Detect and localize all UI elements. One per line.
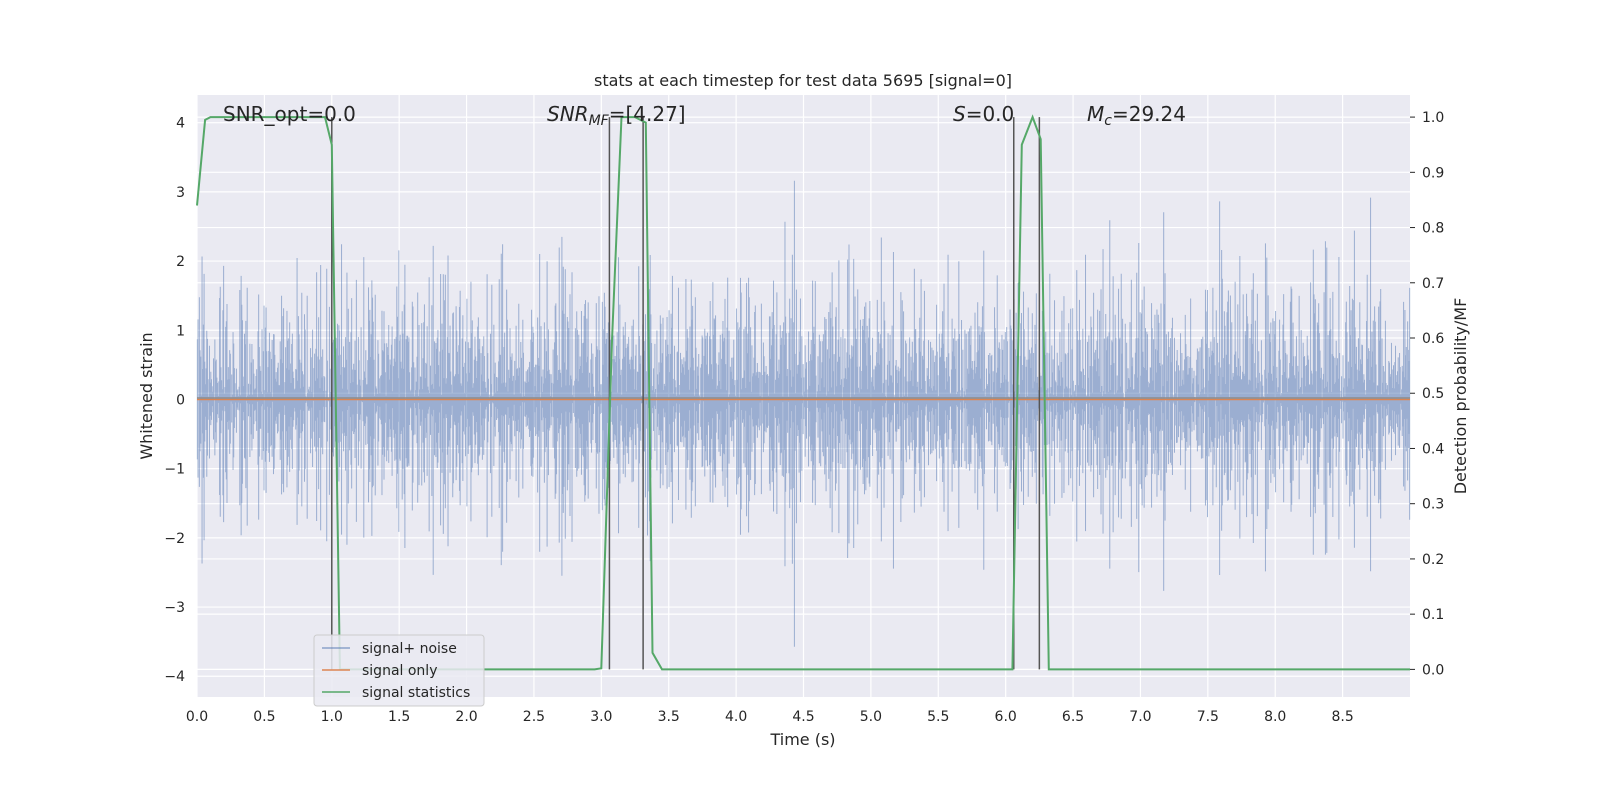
y-tick-label-right: 0.0 bbox=[1422, 662, 1444, 678]
y-ticks-left: 4 3 2 1 0 −1 −2 −3 −4 bbox=[164, 116, 185, 686]
y-tick-label-right: 0.9 bbox=[1422, 165, 1444, 181]
annotation-snr-mf: SNRMF=[4.27] bbox=[547, 102, 686, 129]
chart-title: stats at each timestep for test data 569… bbox=[594, 71, 1012, 90]
x-tick-label: 5.5 bbox=[927, 709, 949, 725]
y-tick-label-right: 0.7 bbox=[1422, 276, 1444, 292]
x-tick-label: 1.5 bbox=[388, 709, 410, 725]
legend-label-signal-only: signal only bbox=[362, 663, 437, 679]
x-tick-label: 4.5 bbox=[792, 709, 814, 725]
legend-label-signal-plus-noise: signal+ noise bbox=[362, 641, 457, 657]
x-tick-label: 5.0 bbox=[860, 709, 882, 725]
x-tick-label: 8.0 bbox=[1264, 709, 1286, 725]
y-ticks-right: 1.0 0.9 0.8 0.7 0.6 0.5 0.4 0.3 0.2 0.1 0.0 bbox=[1410, 110, 1444, 678]
y-tick-label-right: 0.2 bbox=[1422, 552, 1444, 568]
y-tick-label-left: 2 bbox=[176, 254, 185, 270]
x-tick-label: 6.0 bbox=[995, 709, 1017, 725]
annotation-snr-opt: SNR_opt=0.0 bbox=[223, 102, 356, 126]
y-tick-label-left: −4 bbox=[164, 669, 185, 685]
y-tick-label-left: 4 bbox=[176, 116, 185, 132]
annotation-s: S=0.0 bbox=[953, 102, 1014, 126]
x-tick-label: 2.5 bbox=[523, 709, 545, 725]
annotation-mc: Mc=29.24 bbox=[1087, 102, 1186, 129]
x-axis-label: Time (s) bbox=[769, 730, 835, 749]
y-tick-label-right: 0.8 bbox=[1422, 221, 1444, 237]
x-tick-label: 2.0 bbox=[455, 709, 477, 725]
signal-only-series bbox=[197, 397, 1410, 401]
y-tick-label-right: 0.4 bbox=[1422, 441, 1444, 457]
x-tick-label: 1.0 bbox=[321, 709, 343, 725]
x-tick-label: 3.0 bbox=[590, 709, 612, 725]
signal-statistics-series bbox=[196, 114, 1410, 671]
x-tick-label: 4.0 bbox=[725, 709, 747, 725]
y-tick-label-left: −2 bbox=[164, 531, 185, 547]
y-tick-label-right: 0.5 bbox=[1422, 386, 1444, 402]
y-tick-label-left: −3 bbox=[164, 600, 185, 616]
x-tick-label: 3.5 bbox=[658, 709, 680, 725]
y-tick-label-left: 1 bbox=[176, 323, 185, 339]
signal-statistics-line bbox=[196, 114, 1410, 671]
x-tick-label: 8.5 bbox=[1331, 709, 1353, 725]
y-tick-label-right: 0.3 bbox=[1422, 497, 1444, 513]
legend-box bbox=[313, 634, 485, 707]
legend-label-signal-statistics: signal statistics bbox=[362, 685, 470, 701]
y-tick-label-right: 0.1 bbox=[1422, 607, 1444, 623]
y-tick-label-left: 3 bbox=[176, 185, 185, 201]
legend: signal+ noise signal only signal statist… bbox=[313, 634, 485, 707]
y-tick-label-left: 0 bbox=[176, 392, 185, 408]
x-tick-label: 0.0 bbox=[186, 709, 208, 725]
x-tick-label: 7.5 bbox=[1197, 709, 1219, 725]
y-axis-label-right: Detection probability/MF bbox=[1451, 298, 1470, 495]
x-tick-label: 0.5 bbox=[253, 709, 275, 725]
x-tick-label: 6.5 bbox=[1062, 709, 1084, 725]
y-axis-label-left: Whitened strain bbox=[137, 332, 156, 459]
x-tick-label: 7.0 bbox=[1129, 709, 1151, 725]
y-tick-label-left: −1 bbox=[164, 462, 185, 478]
y-tick-label-right: 1.0 bbox=[1422, 110, 1444, 126]
x-ticks: 0.0 0.5 1.0 1.5 2.0 2.5 3.0 3.5 4.0 4.5 5.0 5.5 6.0 6… bbox=[186, 709, 1354, 725]
y-tick-label-right: 0.6 bbox=[1422, 331, 1444, 347]
